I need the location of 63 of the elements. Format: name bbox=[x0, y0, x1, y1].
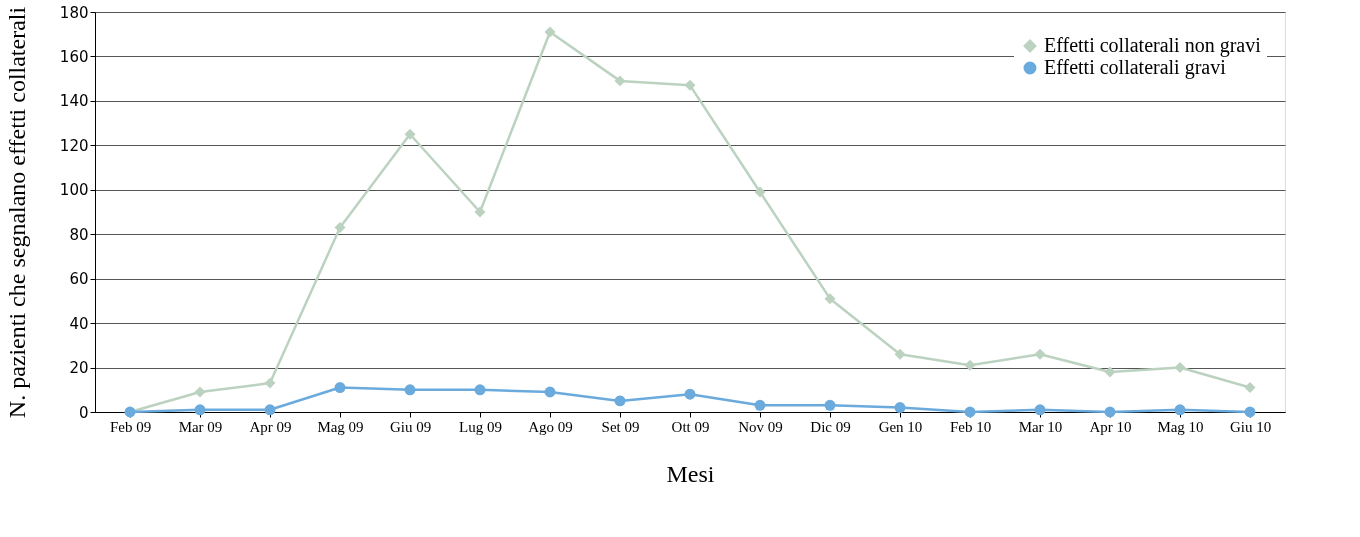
point bbox=[404, 128, 416, 140]
legend-label: Effetti collaterali non gravi bbox=[1044, 34, 1262, 57]
point bbox=[1034, 348, 1046, 360]
point bbox=[1174, 362, 1186, 374]
x-tick-label: Nov 09 bbox=[738, 418, 783, 435]
y-tick-label: 0 bbox=[78, 403, 89, 422]
point bbox=[194, 386, 206, 398]
point bbox=[1244, 406, 1256, 418]
y-tick-label: 40 bbox=[69, 314, 89, 333]
x-tick-label: Mar 09 bbox=[178, 418, 223, 435]
point bbox=[754, 186, 766, 198]
legend-label: Effetti collaterali gravi bbox=[1044, 56, 1227, 79]
x-tick-label: Apr 09 bbox=[249, 418, 292, 435]
y-tick-label: 100 bbox=[59, 181, 89, 200]
x-tick-label: Mag 10 bbox=[1157, 418, 1204, 435]
y-tick-label: 160 bbox=[59, 47, 89, 66]
point bbox=[614, 395, 626, 407]
y-tick-label: 140 bbox=[59, 92, 89, 111]
x-tick-label: Feb 10 bbox=[949, 418, 992, 435]
point bbox=[684, 79, 696, 91]
point bbox=[1104, 406, 1116, 418]
x-tick-label: Gen 10 bbox=[878, 418, 923, 435]
x-axis-title: Mesi bbox=[666, 460, 715, 487]
x-tick-label: Giu 09 bbox=[389, 418, 432, 435]
point bbox=[1034, 404, 1046, 416]
y-tick-label: 120 bbox=[59, 136, 89, 155]
x-tick-label: Ago 09 bbox=[528, 418, 573, 435]
x-tick-label: Dic 09 bbox=[810, 418, 851, 435]
x-tick-label: Mag 09 bbox=[317, 418, 364, 435]
point bbox=[754, 399, 766, 411]
point bbox=[894, 402, 906, 414]
point bbox=[894, 348, 906, 360]
point bbox=[1174, 404, 1186, 416]
point bbox=[544, 26, 556, 38]
point bbox=[614, 75, 626, 87]
point bbox=[544, 386, 556, 398]
point bbox=[684, 388, 696, 400]
point bbox=[1244, 382, 1256, 394]
x-tick-label: Feb 09 bbox=[109, 418, 152, 435]
point bbox=[404, 384, 416, 396]
x-tick-label: Apr 10 bbox=[1089, 418, 1132, 435]
y-tick-label: 180 bbox=[59, 3, 89, 22]
point bbox=[194, 404, 206, 416]
x-tick-label: Ott 09 bbox=[671, 418, 710, 435]
y-tick-label: 60 bbox=[69, 270, 89, 289]
x-tick-label: Lug 09 bbox=[459, 418, 502, 435]
x-tick-label: Giu 10 bbox=[1229, 418, 1272, 435]
point bbox=[334, 222, 346, 234]
point bbox=[824, 293, 836, 305]
point bbox=[1104, 366, 1116, 378]
point bbox=[824, 399, 836, 411]
point bbox=[264, 404, 276, 416]
y-axis-title: N. pazienti che segnalano effetti collaterali bbox=[3, 6, 30, 419]
point bbox=[474, 206, 486, 218]
point bbox=[334, 382, 346, 394]
y-tick-label: 80 bbox=[69, 225, 89, 244]
point bbox=[264, 377, 276, 389]
x-tick-label: Mar 10 bbox=[1018, 418, 1063, 435]
x-tick-label: Set 09 bbox=[601, 418, 640, 435]
point bbox=[964, 359, 976, 371]
y-tick-label: 20 bbox=[69, 359, 89, 378]
point bbox=[474, 384, 486, 396]
point bbox=[964, 406, 976, 418]
